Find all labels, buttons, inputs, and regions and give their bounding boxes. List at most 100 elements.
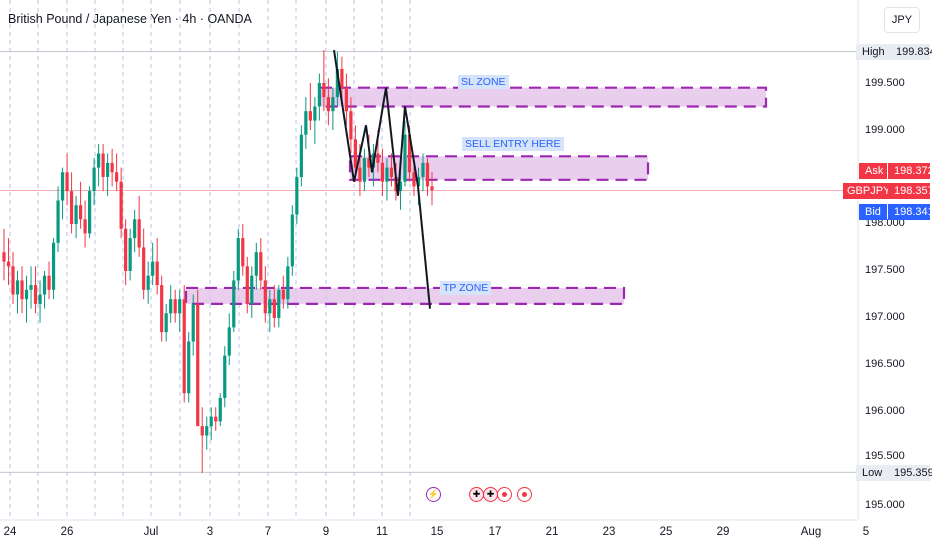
candle-body bbox=[232, 280, 236, 328]
event-dot-icon[interactable] bbox=[497, 487, 512, 502]
candle-body bbox=[65, 172, 69, 192]
candle-body bbox=[277, 289, 281, 318]
candle-body bbox=[331, 97, 335, 112]
pattern-polyline bbox=[333, 49, 431, 309]
candle-body bbox=[124, 228, 128, 271]
candle-body bbox=[6, 261, 11, 267]
time-tick-label: 25 bbox=[659, 526, 673, 538]
bid-value: 198.341 bbox=[888, 204, 932, 220]
candle-body bbox=[290, 214, 294, 267]
chart-title: British Pound / Japanese Yen · 4h · OAND… bbox=[8, 12, 252, 26]
vertical-grid bbox=[9, 0, 411, 520]
candle-body bbox=[47, 275, 51, 290]
candle-body bbox=[196, 303, 200, 427]
candle-body bbox=[254, 252, 258, 276]
candle-body bbox=[24, 289, 29, 300]
time-tick-label: 29 bbox=[716, 526, 730, 538]
candle-body bbox=[182, 299, 186, 394]
price-tick-label: 199.500 bbox=[865, 77, 905, 89]
candle-body bbox=[218, 397, 222, 422]
low-value: 195.359 bbox=[888, 465, 932, 481]
candle-body bbox=[268, 299, 272, 314]
candle-body bbox=[15, 280, 20, 295]
candle-body bbox=[191, 303, 195, 342]
candle-body bbox=[295, 177, 299, 215]
low-label: Low bbox=[856, 465, 888, 481]
uk-flag-icon[interactable]: ✚ bbox=[483, 487, 498, 502]
candle-body bbox=[286, 266, 290, 300]
candle-body bbox=[389, 167, 394, 177]
candle-body bbox=[155, 261, 159, 286]
candle-body bbox=[142, 247, 146, 290]
candle-body bbox=[313, 106, 317, 121]
candle-body bbox=[205, 426, 209, 436]
candle-body bbox=[425, 162, 430, 187]
candle-body bbox=[60, 172, 65, 201]
time-tick-label: 3 bbox=[206, 526, 214, 538]
time-tick-label: 9 bbox=[322, 526, 330, 538]
candle-body bbox=[227, 327, 231, 356]
bolt-icon[interactable]: ⚡ bbox=[426, 487, 441, 502]
candle-body bbox=[322, 83, 326, 98]
candle-body bbox=[430, 186, 434, 191]
time-tick-label: Jul bbox=[143, 526, 159, 538]
candle-body bbox=[362, 158, 367, 182]
price-tick-label: 198.000 bbox=[865, 217, 905, 229]
candle-body bbox=[38, 294, 42, 304]
event-dot-icon[interactable] bbox=[517, 487, 532, 502]
candle-body bbox=[214, 416, 218, 422]
ask-value: 198.372 bbox=[888, 163, 932, 179]
candle-body bbox=[178, 299, 182, 314]
candle-body bbox=[326, 97, 330, 112]
high-value: 199.834 bbox=[890, 44, 932, 60]
candle-body bbox=[33, 285, 38, 304]
candle-body bbox=[367, 158, 371, 168]
candle-body bbox=[20, 280, 24, 300]
uk-flag-icon[interactable]: ✚ bbox=[469, 487, 484, 502]
candle-body bbox=[200, 426, 204, 436]
ask-label: Ask bbox=[859, 163, 887, 179]
candle-body bbox=[11, 266, 15, 295]
time-tick-label: 24 bbox=[3, 526, 17, 538]
candle-body bbox=[187, 341, 191, 394]
candle-body bbox=[78, 205, 83, 220]
last-price-value: 198.357 bbox=[888, 183, 932, 199]
tp-zone-label: TP ZONE bbox=[440, 281, 492, 295]
candle-body bbox=[385, 167, 389, 182]
candle-body bbox=[83, 219, 87, 234]
price-tick-label: 197.000 bbox=[865, 311, 905, 323]
candle-body bbox=[272, 299, 276, 318]
sell-entry-label: SELL ENTRY HERE bbox=[462, 137, 564, 151]
candle-body bbox=[209, 416, 213, 427]
price-tick-label: 196.500 bbox=[865, 358, 905, 370]
candle-body bbox=[340, 68, 344, 88]
price-tick-label: 197.500 bbox=[865, 264, 905, 276]
candle-body bbox=[119, 181, 123, 229]
candle-body bbox=[97, 153, 101, 168]
currency-button[interactable]: JPY bbox=[884, 7, 920, 33]
time-tick-label: Aug bbox=[800, 526, 822, 538]
candle-body bbox=[92, 167, 96, 192]
bid-label: Bid bbox=[859, 204, 887, 220]
candle-body bbox=[151, 261, 155, 276]
candle-body bbox=[69, 191, 74, 224]
candle-body bbox=[241, 238, 245, 267]
candle-body bbox=[412, 172, 416, 187]
candle-body bbox=[263, 280, 267, 314]
candle-body bbox=[173, 299, 177, 314]
candle-body bbox=[51, 242, 56, 290]
candle-body bbox=[2, 252, 6, 262]
candle-body bbox=[164, 313, 168, 333]
candle-body bbox=[88, 191, 92, 234]
zone-rectangles bbox=[184, 86, 768, 306]
candle-body bbox=[56, 200, 60, 243]
candle-body bbox=[160, 285, 164, 333]
candle-body bbox=[304, 111, 308, 135]
price-tick-label: 196.000 bbox=[865, 405, 905, 417]
candle-body bbox=[353, 139, 358, 168]
candle-body bbox=[335, 68, 339, 98]
candle-body bbox=[133, 219, 137, 239]
candle-body bbox=[115, 172, 119, 182]
